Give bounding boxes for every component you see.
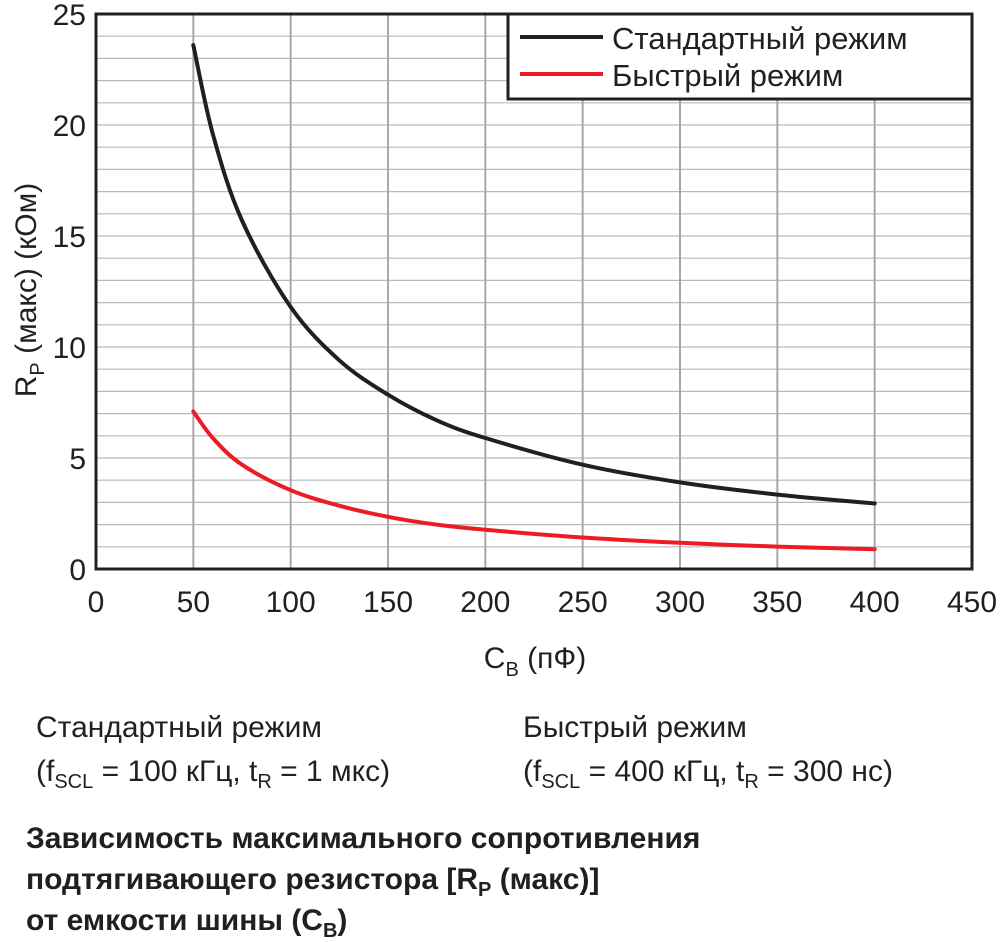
x-tick-label: 300 xyxy=(655,586,705,619)
x-tick-label: 450 xyxy=(947,586,997,619)
x-tick-label: 50 xyxy=(177,586,210,619)
legend-label-standard: Стандартный режим xyxy=(612,21,908,56)
y-tick-label: 10 xyxy=(53,332,86,365)
legend-box xyxy=(506,12,974,101)
y-axis-label: RP (макс) (кОм) xyxy=(10,183,49,398)
x-tick-label: 400 xyxy=(850,586,900,619)
note-standard-params: (fSCL = 100 кГц, tR = 1 мкс) xyxy=(36,755,391,793)
caption-line-2: подтягивающего резистора [RP (макс)] xyxy=(26,863,600,901)
legend: Стандартный режим Быстрый режим xyxy=(506,12,974,101)
x-tick-label: 200 xyxy=(460,586,510,619)
caption-line-1: Зависимость максимального сопротивления xyxy=(26,822,701,855)
y-tick-label: 5 xyxy=(69,443,86,476)
x-tick-label: 250 xyxy=(558,586,608,619)
note-standard-mode: Стандартный режим (fSCL = 100 кГц, tR = … xyxy=(36,706,390,794)
y-tick-label: 25 xyxy=(53,0,86,32)
y-tick-label: 15 xyxy=(53,221,86,254)
series-line-fast xyxy=(191,409,877,552)
x-tick-label: 350 xyxy=(752,586,802,619)
figure-caption: Зависимость максимального сопротивления … xyxy=(26,818,700,941)
chart: 0 50 100 150 200 250 300 350 400 450 0 5 10 15 20 25 Ст… xyxy=(10,0,997,681)
tick-labels: 0 50 100 150 200 250 300 350 400 450 0 5 10 15 20 25 xyxy=(53,0,997,619)
x-tick-label: 150 xyxy=(363,586,413,619)
y-tick-label: 20 xyxy=(53,110,86,143)
x-tick-label: 0 xyxy=(88,586,105,619)
legend-label-fast: Быстрый режим xyxy=(612,58,843,93)
x-tick-label: 100 xyxy=(266,586,316,619)
note-fast-params: (fSCL = 400 кГц, tR = 300 нс) xyxy=(523,755,893,793)
x-axis-label: CB (пФ) xyxy=(484,642,586,681)
series-line-standard xyxy=(191,43,877,506)
note-fast-title: Быстрый режим xyxy=(523,711,747,744)
note-fast-mode: Быстрый режим (fSCL = 400 кГц, tR = 300 … xyxy=(523,706,893,794)
y-tick-label: 0 xyxy=(69,554,86,587)
caption-line-3: от емкости шины (CB) xyxy=(26,904,348,942)
curves xyxy=(191,43,877,552)
note-standard-title: Стандартный режим xyxy=(36,711,322,744)
